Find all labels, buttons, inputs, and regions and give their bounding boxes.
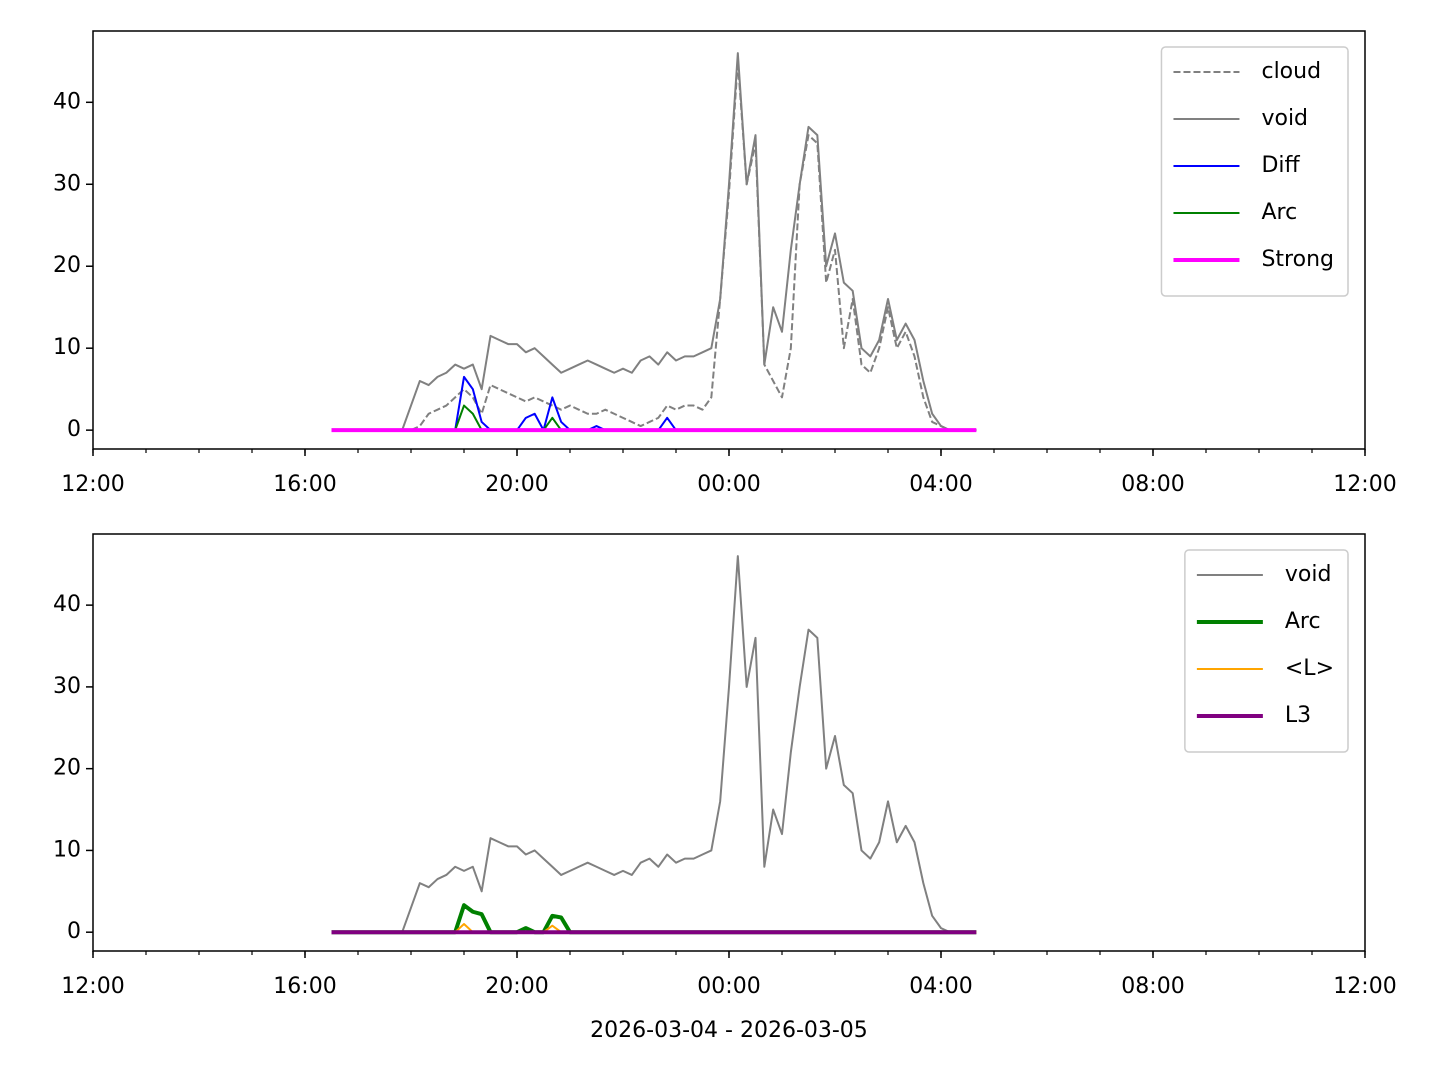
axes-frame xyxy=(92,533,1366,952)
plot-area xyxy=(331,555,977,935)
x-tick-label: 04:00 xyxy=(909,974,972,999)
y-tick-label: 30 xyxy=(53,171,81,196)
y-tick-label: 0 xyxy=(67,919,81,944)
x-tick-label: 20:00 xyxy=(485,472,548,497)
x-tick-label: 12:00 xyxy=(1333,974,1396,999)
x-tick-label: 20:00 xyxy=(485,974,548,999)
series-line xyxy=(331,555,977,934)
legend-label: <L> xyxy=(1285,656,1334,681)
y-tick-label: 40 xyxy=(53,89,81,114)
y-tick-label: 20 xyxy=(53,253,81,278)
y-tick-label: 30 xyxy=(53,674,81,699)
x-tick-label: 00:00 xyxy=(697,974,760,999)
series-line xyxy=(331,903,977,935)
x-tick-label: 08:00 xyxy=(1121,472,1184,497)
plot-area xyxy=(331,52,977,433)
legend-label: void xyxy=(1261,106,1308,131)
legend-label: cloud xyxy=(1261,59,1321,84)
x-tick-label: 16:00 xyxy=(273,974,336,999)
x-axis-label: 2026-03-04 - 2026-03-05 xyxy=(590,1018,868,1043)
x-tick-label: 08:00 xyxy=(1121,974,1184,999)
legend-label: Arc xyxy=(1261,200,1297,225)
legend-box xyxy=(1184,549,1349,753)
y-tick-label: 10 xyxy=(53,837,81,862)
y-tick-label: 0 xyxy=(67,417,81,442)
series-line xyxy=(331,52,977,432)
legend-label: L3 xyxy=(1285,703,1311,728)
x-tick-label: 12:00 xyxy=(61,472,124,497)
series-line xyxy=(331,60,977,432)
legend-label: Diff xyxy=(1261,153,1300,178)
legend-label: Strong xyxy=(1261,247,1334,272)
x-tick-label: 12:00 xyxy=(1333,472,1396,497)
y-tick-label: 40 xyxy=(53,592,81,617)
axes-frame xyxy=(92,30,1366,450)
x-tick-label: 00:00 xyxy=(697,472,760,497)
legend-label: void xyxy=(1285,562,1332,587)
y-tick-label: 10 xyxy=(53,335,81,360)
x-tick-label: 04:00 xyxy=(909,472,972,497)
x-tick-label: 12:00 xyxy=(61,974,124,999)
x-tick-label: 16:00 xyxy=(273,472,336,497)
legend-label: Arc xyxy=(1285,609,1321,634)
legend-box xyxy=(1160,46,1349,297)
y-tick-label: 20 xyxy=(53,756,81,781)
series-line xyxy=(331,404,977,432)
